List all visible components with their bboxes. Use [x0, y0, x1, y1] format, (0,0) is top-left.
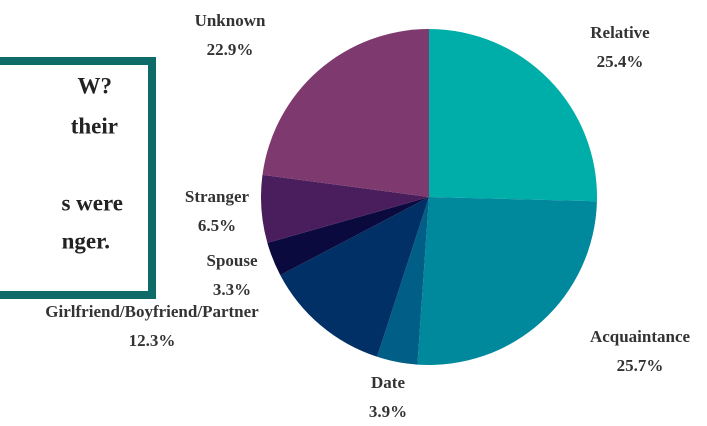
callout-text: s were	[61, 190, 123, 215]
pie-slice	[377, 197, 429, 365]
slice-value-label: 3.3%	[213, 280, 251, 299]
callout-text: nger.	[62, 228, 110, 253]
slice-label: Unknown	[195, 11, 266, 30]
slice-label: Stranger	[185, 187, 250, 206]
pie-slice	[261, 174, 429, 243]
slice-label: Acquaintance	[590, 327, 691, 346]
callout-text: their	[71, 113, 118, 138]
slice-value-label: 22.9%	[207, 40, 254, 59]
slice-value-label: 3.9%	[369, 402, 407, 421]
slice-value-label: 6.5%	[198, 216, 236, 235]
pie-slice	[417, 197, 597, 365]
slice-label: Date	[371, 373, 405, 392]
pie-slice	[262, 29, 429, 197]
pie-slice	[267, 197, 429, 276]
pie-slice	[280, 197, 429, 357]
slice-label: Spouse	[206, 251, 257, 270]
pie-slice	[429, 29, 597, 202]
slice-value-label: 25.4%	[597, 52, 644, 71]
callout-text: W?	[78, 73, 113, 98]
slice-value-label: 25.7%	[617, 356, 664, 375]
callout-box	[0, 57, 156, 299]
slice-value-label: 12.3%	[129, 331, 176, 350]
slice-label: Girlfriend/Boyfriend/Partner	[45, 302, 259, 321]
slice-label: Relative	[590, 23, 650, 42]
